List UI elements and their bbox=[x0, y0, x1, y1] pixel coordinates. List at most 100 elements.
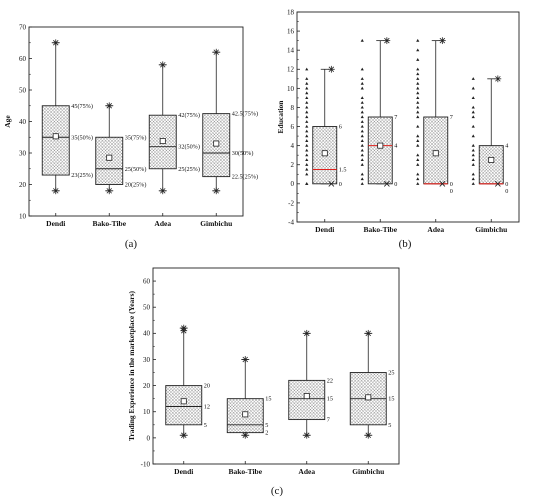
outlier-point bbox=[416, 172, 420, 176]
outlier-point bbox=[180, 327, 188, 335]
outlier-point bbox=[360, 143, 364, 147]
y-tick-label: 30 bbox=[143, 356, 151, 364]
outlier-point bbox=[416, 158, 420, 162]
outlier-point bbox=[305, 172, 309, 176]
outlier-point bbox=[305, 110, 309, 114]
max-marker bbox=[327, 65, 335, 73]
outlier-point bbox=[416, 81, 420, 85]
data-label-q1: 5 bbox=[204, 422, 207, 429]
x-tick-label: Adea bbox=[154, 219, 171, 228]
data-label-q3: 4 bbox=[505, 143, 508, 150]
outlier-point bbox=[360, 86, 364, 90]
data-label-q1: 22.5(25%) bbox=[232, 174, 258, 181]
outlier-point bbox=[471, 163, 475, 166]
max-marker bbox=[241, 356, 249, 363]
data-label-q3: 45(75%) bbox=[71, 103, 93, 110]
outlier-point bbox=[471, 115, 475, 119]
outlier-point bbox=[360, 134, 364, 138]
outlier-point bbox=[360, 115, 364, 119]
outlier-point bbox=[471, 134, 475, 138]
outlier-point bbox=[416, 100, 420, 104]
outlier-point bbox=[471, 148, 475, 152]
data-label-q1: 0 bbox=[339, 181, 342, 188]
outlier-point bbox=[360, 172, 364, 176]
mean-marker bbox=[242, 411, 249, 418]
data-label-q3: 42(75%) bbox=[178, 112, 200, 119]
outlier-point bbox=[416, 182, 420, 185]
min-marker bbox=[52, 187, 60, 195]
max-marker bbox=[364, 329, 372, 337]
y-tick-label: 8 bbox=[291, 104, 295, 112]
y-tick-label: 50 bbox=[143, 304, 151, 312]
outlier-point bbox=[305, 77, 309, 80]
outlier-point bbox=[416, 48, 420, 52]
outlier-point bbox=[360, 96, 364, 100]
data-label-q3: 35(75%) bbox=[125, 134, 147, 141]
mean-marker bbox=[488, 156, 495, 163]
outlier-point bbox=[360, 100, 364, 104]
x-tick-label: Adea bbox=[427, 225, 444, 234]
y-tick-label: 6 bbox=[291, 123, 295, 131]
x-tick-label: Bako-Tibe bbox=[228, 467, 262, 476]
outlier-point bbox=[360, 129, 364, 133]
outlier-point bbox=[305, 163, 309, 166]
outlier-point bbox=[416, 163, 420, 166]
data-label-median: 5 bbox=[265, 422, 268, 429]
mean-marker bbox=[213, 140, 220, 147]
data-label-q1: 7 bbox=[327, 417, 330, 424]
outlier-point bbox=[416, 177, 420, 181]
y-tick-label: 0 bbox=[147, 434, 151, 442]
outlier-point bbox=[360, 182, 364, 185]
outlier-point bbox=[416, 72, 420, 76]
y-tick-label: 16 bbox=[287, 27, 295, 35]
max-marker bbox=[438, 37, 446, 45]
data-label-median: 15 bbox=[327, 396, 333, 403]
max-marker bbox=[212, 48, 220, 56]
min-marker bbox=[241, 431, 249, 439]
data-label-median: 1.5 bbox=[339, 167, 347, 174]
chart-panel-c: -10 0 10 20 30 40 50 60 Trading Experience in th… bbox=[127, 267, 400, 497]
data-label-q3: 7 bbox=[394, 114, 397, 121]
outlier-point bbox=[305, 105, 309, 109]
outlier-point bbox=[305, 134, 309, 138]
min-marker bbox=[328, 180, 335, 187]
y-tick-label: 10 bbox=[19, 212, 27, 220]
outlier-point bbox=[416, 96, 420, 100]
mean-marker bbox=[321, 150, 328, 157]
outlier-point bbox=[360, 110, 364, 114]
min-marker bbox=[105, 187, 113, 195]
min-marker bbox=[439, 180, 446, 187]
y-tick-label: 30 bbox=[19, 149, 27, 157]
data-label-q1: 23(25%) bbox=[71, 172, 93, 179]
outlier-point bbox=[416, 134, 420, 138]
outlier-point bbox=[305, 115, 309, 119]
max-marker bbox=[105, 102, 113, 110]
data-label-q3: 25 bbox=[388, 370, 394, 377]
outlier-point bbox=[416, 124, 420, 128]
data-label-q3: 7 bbox=[450, 114, 453, 121]
outlier-point bbox=[416, 139, 420, 142]
min-marker bbox=[303, 431, 311, 439]
outlier-point bbox=[471, 177, 475, 181]
box bbox=[95, 136, 124, 185]
min-marker bbox=[383, 180, 390, 187]
data-label-median: 4 bbox=[394, 143, 397, 150]
data-label-q1: 0 bbox=[505, 188, 508, 195]
outlier-point bbox=[360, 81, 364, 85]
outlier-point bbox=[360, 77, 364, 80]
outlier-point bbox=[360, 139, 364, 142]
data-label-q3: 42.5(75%) bbox=[232, 111, 258, 118]
y-tick-label: -10 bbox=[141, 460, 151, 468]
outlier-point bbox=[471, 105, 475, 109]
panel-label: (b) bbox=[399, 238, 412, 250]
outlier-point bbox=[471, 86, 475, 90]
x-tick-label: Adea bbox=[298, 467, 315, 476]
outlier-point bbox=[360, 38, 364, 42]
y-tick-label: -2 bbox=[288, 199, 294, 207]
max-marker bbox=[159, 61, 167, 69]
outlier-point bbox=[305, 67, 309, 71]
box bbox=[288, 379, 326, 421]
x-tick-label: Gimbichu bbox=[200, 219, 232, 228]
outlier-point bbox=[305, 129, 309, 133]
data-label-median: 0 bbox=[505, 181, 508, 188]
